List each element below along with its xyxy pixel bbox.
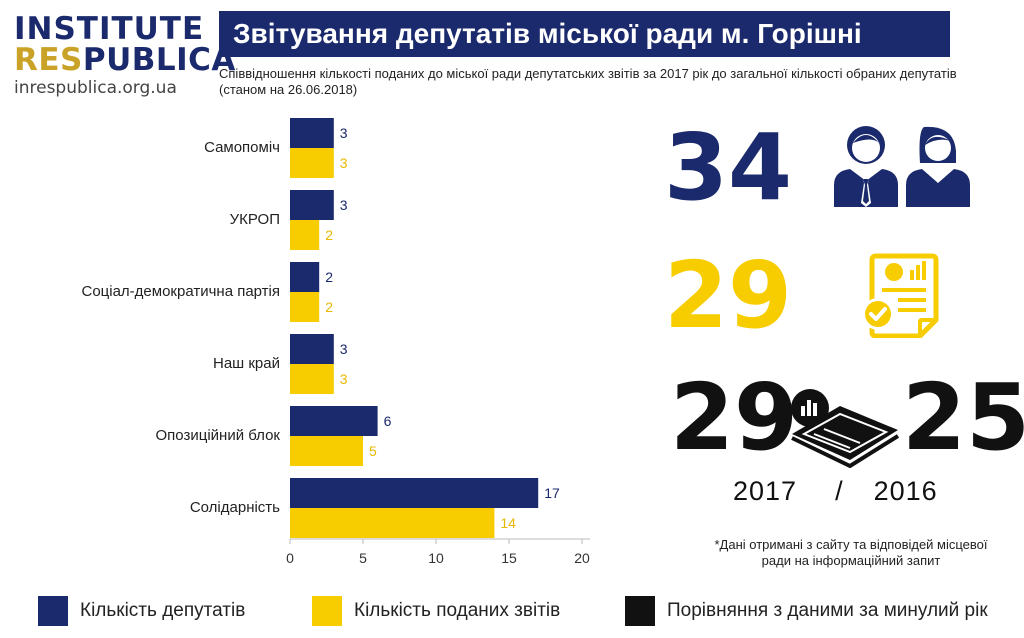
category-label: Солідарність (190, 499, 280, 516)
bar-reports (290, 364, 334, 394)
bar-reports (290, 292, 320, 322)
reports-total: 29 (664, 242, 793, 349)
data-label: 3 (340, 155, 348, 171)
category-label: Соціал-демократична партія (81, 283, 280, 300)
data-label: 3 (340, 125, 348, 141)
legend-swatch-deputies (38, 596, 68, 626)
institute-logo: INSTITUTE RESPUBLICA inrespublica.org.ua (14, 11, 235, 99)
data-label: 2 (325, 269, 333, 285)
year-previous: 2016 (873, 476, 938, 506)
legend-label-deputies: Кількість депутатів (80, 600, 246, 621)
category-label: УКРОП (230, 211, 280, 228)
bar-reports (290, 148, 334, 178)
data-label: 17 (544, 485, 560, 501)
reports-2017-value: 29 (670, 364, 799, 471)
legend-item-reports: Кількість поданих звітів (312, 596, 560, 626)
logo-line2: RESPUBLICA (14, 42, 235, 78)
bar-reports (290, 508, 495, 538)
male-female-users-icon (832, 123, 974, 214)
bar-deputies (290, 262, 320, 292)
legend-item-comparison: Порівняння з даними за минулий рік (625, 596, 988, 626)
data-label: 2 (325, 227, 333, 243)
data-label: 6 (384, 413, 392, 429)
page-title: Звітування депутатів міської ради м. Гор… (219, 11, 950, 95)
bar-deputies (290, 334, 334, 364)
logo-url: inrespublica.org.ua (14, 78, 177, 98)
year-comparison: 2017 / 2016 (733, 476, 938, 507)
data-label: 3 (340, 371, 348, 387)
legend-item-deputies: Кількість депутатів (38, 596, 245, 626)
bar-reports (290, 220, 320, 250)
data-label: 2 (325, 299, 333, 315)
bar-deputies (290, 478, 539, 508)
category-label: Наш край (213, 355, 280, 372)
x-tick-label: 0 (286, 550, 294, 566)
page-subtitle: Співвідношення кількості поданих до місь… (219, 66, 957, 97)
chart-documents-icon (788, 388, 900, 473)
bar-deputies (290, 118, 334, 148)
data-label: 14 (500, 515, 516, 531)
data-source-note: *Дані отримані з сайту та відповідей міс… (714, 537, 988, 568)
logo-publica: PUBLICA (82, 42, 236, 78)
data-label: 3 (340, 197, 348, 213)
deputies-total: 34 (664, 114, 793, 221)
bar-reports (290, 436, 363, 466)
legend-swatch-reports (312, 596, 342, 626)
category-label: Самопоміч (204, 139, 280, 156)
data-label: 5 (369, 443, 377, 459)
x-tick-label: 20 (574, 550, 590, 566)
legend-swatch-comparison (625, 596, 655, 626)
logo-line1: INSTITUTE (14, 11, 205, 47)
category-label: Опозиційний блок (156, 427, 281, 444)
data-label: 3 (340, 341, 348, 357)
year-current: 2017 (733, 476, 798, 506)
logo-res: RES (14, 42, 83, 78)
x-tick-label: 15 (501, 550, 517, 566)
year-separator: / (835, 476, 844, 506)
x-tick-label: 5 (359, 550, 367, 566)
legend-label-reports: Кількість поданих звітів (354, 600, 561, 621)
bar-deputies (290, 190, 334, 220)
x-tick-label: 10 (428, 550, 444, 566)
reports-2016-value: 25 (902, 364, 1024, 471)
bar-deputies (290, 406, 378, 436)
legend-label-comparison: Порівняння з даними за минулий рік (667, 600, 988, 621)
report-document-checkmark-icon (858, 252, 940, 343)
